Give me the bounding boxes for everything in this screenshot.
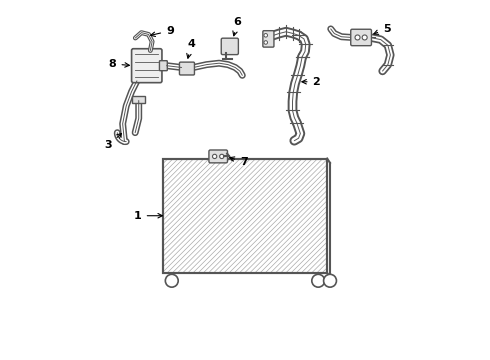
Circle shape [220, 154, 224, 158]
FancyBboxPatch shape [351, 29, 371, 46]
FancyBboxPatch shape [263, 31, 274, 47]
Text: 9: 9 [151, 26, 174, 36]
Circle shape [362, 35, 367, 40]
FancyBboxPatch shape [179, 62, 195, 75]
Bar [163, 158, 327, 273]
Text: 1: 1 [134, 211, 162, 221]
Bar [163, 158, 327, 273]
Circle shape [165, 274, 178, 287]
Text: 3: 3 [104, 134, 122, 150]
Text: 6: 6 [233, 17, 242, 36]
Circle shape [213, 154, 217, 158]
Circle shape [323, 274, 337, 287]
FancyBboxPatch shape [221, 38, 239, 55]
Text: 5: 5 [374, 24, 391, 34]
Text: 4: 4 [187, 39, 195, 58]
FancyBboxPatch shape [209, 150, 227, 163]
Bar [132, 95, 145, 103]
Text: 2: 2 [302, 77, 320, 87]
Text: 8: 8 [109, 59, 129, 69]
Circle shape [264, 41, 268, 44]
FancyBboxPatch shape [132, 49, 162, 83]
FancyBboxPatch shape [159, 61, 167, 71]
Circle shape [312, 274, 325, 287]
Circle shape [264, 33, 268, 37]
Text: 7: 7 [230, 157, 248, 167]
Circle shape [355, 35, 360, 40]
